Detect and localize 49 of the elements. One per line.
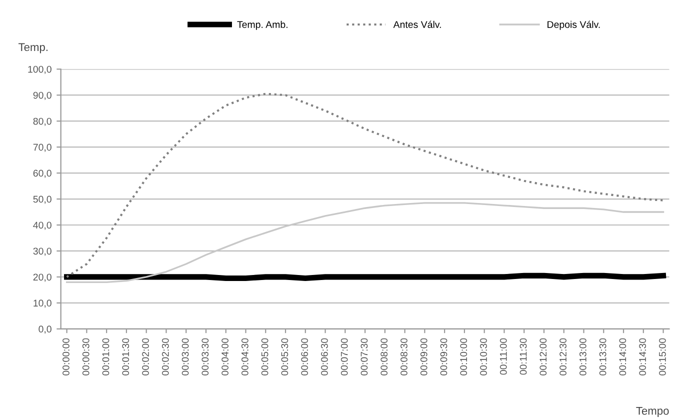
x-tick-label: 00:05:00: [261, 338, 268, 376]
legend-label: Depois Válv.: [548, 20, 600, 30]
y-tick-label: 50,0: [33, 196, 52, 204]
x-tick-label: 00:10:00: [460, 338, 468, 376]
x-tick-label: 00:11:00: [500, 338, 507, 375]
x-tick-label: 00:03:00: [182, 338, 189, 376]
y-tick-label: 100,0: [28, 66, 52, 74]
x-tick-label: 00:07:30: [360, 338, 368, 376]
x-tick-label: 00:15:00: [659, 338, 666, 376]
legend-label: Temp. Amb.: [237, 20, 288, 30]
legend-label: Antes Válv.: [393, 20, 441, 28]
y-tick-label: 20,0: [33, 274, 52, 282]
x-tick-label: 00:01:30: [122, 338, 130, 376]
x-tick-label: 00:08:00: [380, 338, 388, 376]
y-tick-label: 60,0: [33, 170, 52, 178]
x-tick-label: 00:09:00: [420, 338, 428, 376]
x-tick-label: 00:02:30: [162, 338, 169, 376]
x-tick-label: 00:07:00: [340, 338, 348, 376]
x-tick-label: 00:11:30: [520, 338, 527, 375]
y-tick-label: 80,0: [33, 118, 52, 126]
x-tick-label: 00:14:00: [619, 338, 626, 376]
y-tick-label: 90,0: [33, 92, 52, 100]
x-tick-label: 00:02:00: [142, 338, 149, 376]
x-tick-label: 00:05:30: [281, 338, 288, 376]
x-tick-label: 00:10:30: [480, 338, 487, 376]
x-tick-label: 00:04:00: [222, 338, 228, 376]
y-tick-label: 10,0: [34, 300, 52, 308]
x-tick-label: 00:13:00: [579, 338, 586, 376]
x-tick-label: 00:00:00: [62, 338, 70, 376]
x-tick-label: 00:00:30: [82, 338, 90, 376]
line-series: [66, 92, 664, 278]
y-tick-label: 30,0: [33, 248, 52, 256]
x-tick-label: 00:13:30: [599, 338, 606, 376]
x-tick-label: 00:12:00: [540, 338, 547, 376]
x-axis-title: Tempo: [636, 407, 669, 417]
x-tick-label: 00:08:30: [400, 338, 408, 376]
y-tick-label: 70,0: [33, 144, 52, 152]
y-tick-label: 40,0: [33, 222, 52, 230]
x-tick-label: 00:01:00: [102, 338, 110, 376]
x-tick-label: 00:14:30: [639, 338, 646, 376]
x-tick-label: 00:06:00: [301, 338, 308, 376]
x-tick-label: 00:06:30: [321, 338, 328, 376]
y-tick-label: 0,0: [38, 326, 52, 334]
y-axis-title: Temp.: [18, 43, 48, 54]
x-tick-label: 00:12:30: [560, 338, 566, 376]
x-tick-label: 00:09:30: [440, 338, 448, 376]
x-tick-label: 00:03:30: [202, 338, 209, 376]
x-tick-label: 00:04:30: [241, 338, 248, 376]
line-series: [66, 202, 664, 283]
